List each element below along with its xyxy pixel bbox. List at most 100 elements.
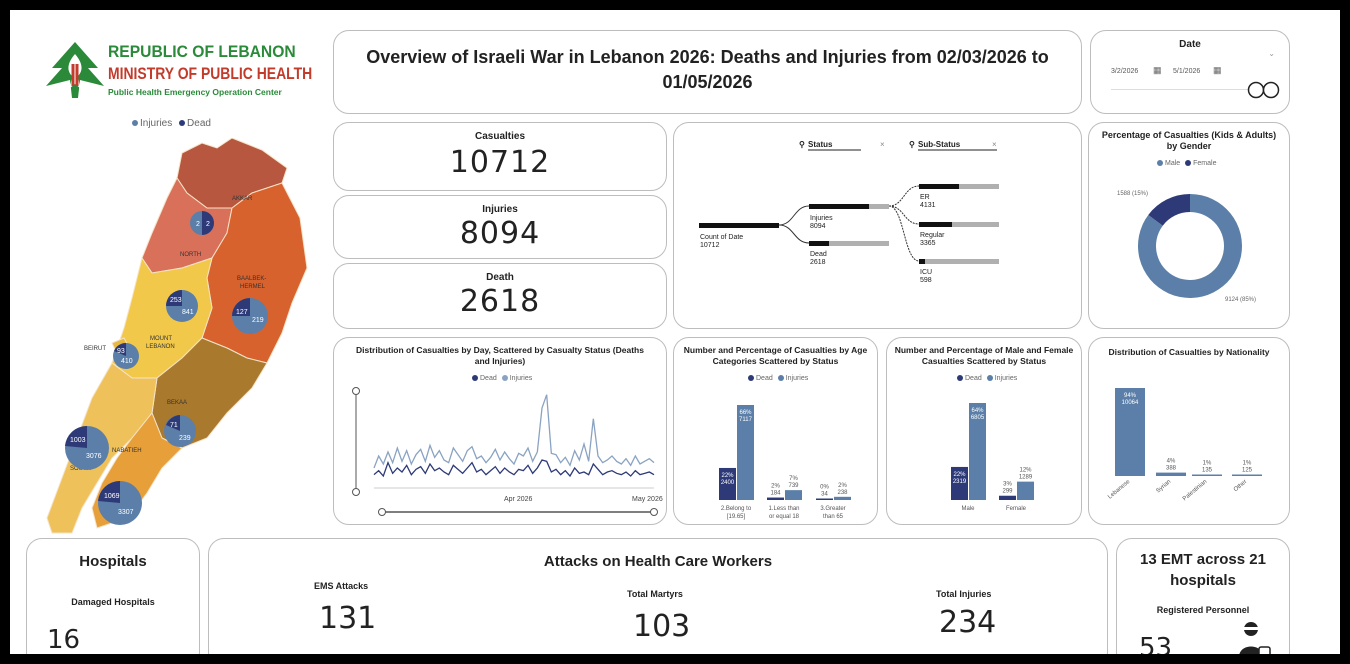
decomposition-tree: ⚲ Status × ⚲ Sub-Status × Count of Date …	[673, 122, 1082, 329]
tree-svg: ⚲ Status × ⚲ Sub-Status × Count of Date …	[699, 140, 999, 284]
svg-text:1069: 1069	[104, 493, 120, 500]
gender-donut: 1588 (15%) 9124 (85%)	[1117, 191, 1256, 303]
gender-bar-title: Number and Percentage of Male and Female…	[894, 345, 1074, 366]
category-label: than 65	[823, 514, 844, 520]
hospitals-card: Hospitals Damaged Hospitals 16	[26, 538, 200, 654]
daily-line-card: Distribution of Casualties by Day, Scatt…	[333, 337, 667, 525]
svg-text:Dead: Dead	[810, 251, 827, 258]
series-line-dead	[373, 459, 655, 478]
svg-text:3365: 3365	[920, 240, 936, 247]
cedar-logo-icon	[46, 42, 104, 98]
data-label-pct: 22%	[953, 472, 966, 478]
substatus-header[interactable]: Sub-Status	[918, 140, 961, 149]
donut-label-male: 9124 (85%)	[1225, 297, 1256, 303]
status-header[interactable]: Status	[808, 140, 833, 149]
emt-card: 13 EMT across 21 hospitals Registered Pe…	[1116, 538, 1290, 654]
calendar-icon[interactable]: ▦	[1153, 65, 1162, 75]
org-line2: MINISTRY OF PUBLIC HEALTH	[108, 64, 313, 83]
svg-text:2: 2	[196, 221, 200, 228]
data-label-value: 34	[821, 492, 828, 498]
label-akkar: AKKAR	[232, 196, 253, 202]
data-label-pct: 1%	[1243, 461, 1252, 467]
data-label-value: 1289	[1019, 475, 1033, 481]
category-label: Other	[1233, 479, 1248, 493]
date-filter[interactable]: Date ⌄ 3/2/2026 ▦ 5/1/2026 ▦	[1090, 30, 1290, 114]
total-injuries-value: 234	[939, 605, 997, 640]
donut-label-female: 1588 (15%)	[1117, 191, 1148, 197]
category-label: 1.Less than	[768, 506, 799, 512]
data-label-value: 125	[1242, 468, 1253, 474]
end-date-input[interactable]: 5/1/2026	[1173, 68, 1201, 75]
label-bekaa: BEKAA	[167, 400, 187, 406]
dashboard: REPUBLIC OF LEBANON MINISTRY OF PUBLIC H…	[10, 10, 1340, 654]
label-nabatieh: NABATIEH	[112, 448, 142, 454]
gender-bar-legend: Dead Injuries	[957, 375, 1017, 382]
pie-south: 1003 3076	[65, 425, 109, 470]
emt-title-line1: 13 EMT across 21	[1140, 551, 1266, 568]
slider-handles-icon[interactable]	[1247, 81, 1281, 99]
date-label: Date	[1179, 39, 1201, 50]
total-martyrs-label: Total Martyrs	[627, 589, 683, 599]
close-icon[interactable]: ×	[992, 140, 997, 149]
lebanon-map: AKKAR NORTH BAALBEK- HERMEL MOUNT LEBANO…	[46, 138, 308, 534]
attacks-title: Attacks on Health Care Workers	[543, 553, 773, 570]
org-line1: REPUBLIC OF LEBANON	[108, 42, 296, 61]
category-label: Female	[1006, 506, 1027, 512]
data-label-value: 388	[1166, 466, 1177, 472]
slider-track[interactable]	[1111, 89, 1261, 90]
bar-dead	[719, 467, 736, 500]
svg-text:8094: 8094	[810, 223, 826, 230]
nationality-bar-chart: 94%10064Lebanese4%388Syrian1%135Palestin…	[1107, 388, 1262, 502]
doctor-icon	[1239, 622, 1271, 654]
hospitals-title: Hospitals	[79, 553, 147, 570]
label-north: NORTH	[180, 252, 201, 258]
bar-injuries	[785, 490, 802, 500]
svg-text:1003: 1003	[70, 437, 86, 444]
casualties-label: Casualties	[474, 131, 526, 142]
data-label-pct: 0%	[820, 485, 829, 491]
calendar-icon[interactable]: ▦	[1213, 65, 1222, 75]
svg-text:71: 71	[170, 422, 178, 429]
data-label-value: 10064	[1122, 400, 1139, 406]
data-label-pct: 2%	[838, 483, 847, 489]
casualties-kpi: Casualties 10712	[333, 122, 667, 191]
casualties-value: 10712	[449, 145, 551, 180]
category-label: or equal 18	[769, 514, 800, 520]
svg-text:2: 2	[206, 221, 210, 228]
chevron-down-icon[interactable]: ⌄	[1268, 49, 1275, 58]
injuries-value: 8094	[459, 216, 541, 251]
data-label-value: 739	[788, 483, 799, 489]
lightbulb-icon: ⚲	[799, 140, 805, 149]
category-label: Syrian	[1155, 479, 1172, 495]
daily-chart-title: Distribution of Casualties by Day, Scatt…	[356, 345, 644, 366]
age-legend: Dead Injuries	[748, 375, 808, 382]
close-icon[interactable]: ×	[880, 140, 885, 149]
page-title: Overview of Israeli War in Lebanon 2026:…	[366, 47, 1049, 92]
start-date-input[interactable]: 3/2/2026	[1111, 68, 1139, 75]
daily-line-chart: Apr 2026 May 2026	[352, 387, 663, 516]
map-legend: Injuries Dead	[132, 118, 211, 129]
label-beirut: BEIRUT	[84, 346, 106, 352]
damaged-hospitals-label: Damaged Hospitals	[71, 597, 155, 607]
svg-text:3076: 3076	[86, 453, 102, 460]
lightbulb-icon: ⚲	[909, 140, 915, 149]
gender-chart-title: Percentage of Casualties (Kids & Adults)…	[1101, 130, 1277, 151]
org-line3: Public Health Emergency Operation Center	[108, 87, 282, 97]
category-label: Male	[961, 506, 975, 512]
data-label-pct: 2%	[771, 484, 780, 490]
ministry-logo: REPUBLIC OF LEBANON MINISTRY OF PUBLIC H…	[42, 40, 312, 100]
ems-attacks-value: 131	[319, 601, 377, 636]
category-label: Palestinian	[1182, 479, 1208, 502]
bar-injuries	[969, 403, 986, 500]
svg-text:841: 841	[182, 309, 194, 316]
data-label-pct: 94%	[1124, 393, 1137, 399]
data-label-value: 184	[770, 491, 781, 497]
ems-attacks-label: EMS Attacks	[314, 581, 369, 591]
data-label-pct: 7%	[789, 476, 798, 482]
bar-nationality	[1156, 472, 1186, 476]
bar-nationality	[1192, 474, 1222, 476]
